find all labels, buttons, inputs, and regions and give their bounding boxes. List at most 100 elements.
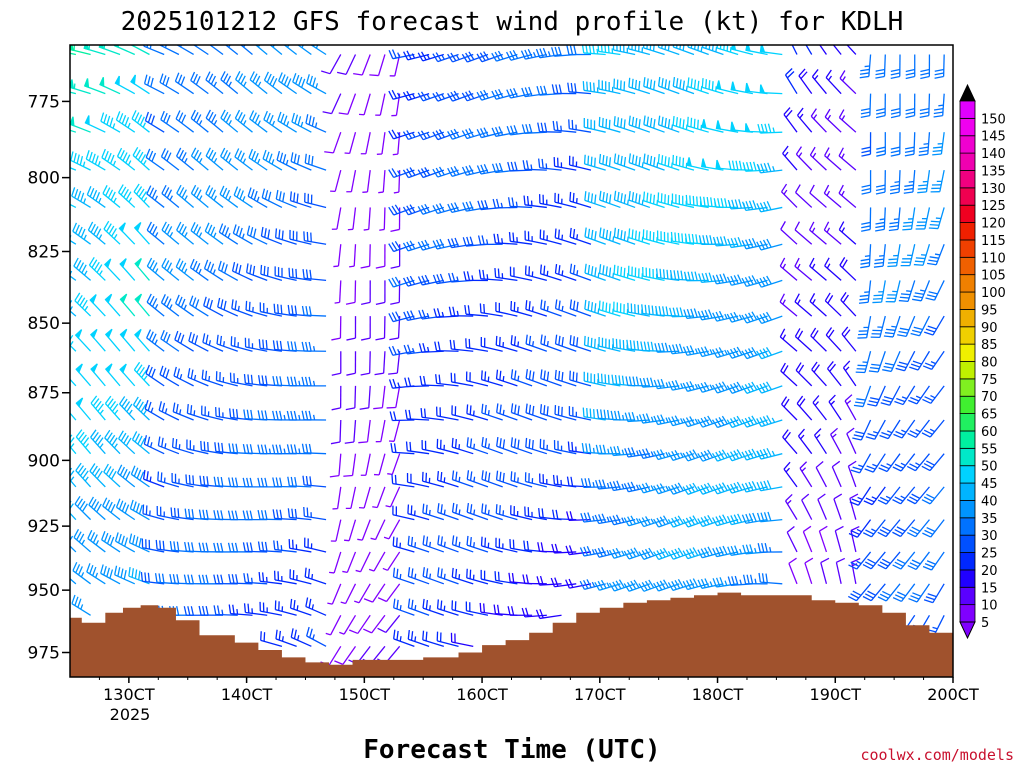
wind-barb <box>246 225 268 245</box>
wind-barb <box>524 472 547 488</box>
wind-barb <box>419 375 444 387</box>
wind-barb <box>539 229 562 245</box>
wind-barb <box>849 486 872 506</box>
wind-barb <box>638 547 665 560</box>
wind-barb <box>104 363 121 387</box>
wind-barb <box>388 129 415 140</box>
wind-barb <box>421 440 444 455</box>
wind-barb <box>478 269 503 282</box>
wind-barb <box>248 148 268 171</box>
wind-barb <box>306 626 327 647</box>
wind-barb <box>70 167 77 171</box>
x-tick-label: 130CT <box>103 685 155 704</box>
wind-barb <box>850 453 872 474</box>
wind-barb <box>432 203 459 215</box>
wind-barb <box>369 54 386 77</box>
wind-barb <box>711 482 739 495</box>
wind-barb <box>838 109 857 133</box>
wind-barb <box>495 369 518 387</box>
wind-barb <box>422 598 445 616</box>
wind-barb <box>897 315 916 338</box>
wind-barb <box>175 147 195 171</box>
wind-barb <box>70 129 77 133</box>
wind-barb <box>451 405 474 421</box>
wind-barb <box>346 316 357 341</box>
y-tick-label: 925 <box>28 517 60 537</box>
wind-barb <box>905 54 916 80</box>
wind-barb <box>353 54 371 76</box>
wind-barb <box>598 153 621 171</box>
wind-barb <box>855 351 872 374</box>
wind-barb <box>795 362 813 387</box>
wind-barb <box>242 542 268 553</box>
wind-barb <box>540 299 562 317</box>
wind-barb <box>375 244 386 269</box>
wind-barb <box>782 145 798 171</box>
wind-barb <box>906 453 930 472</box>
wind-barb <box>539 473 562 488</box>
x-tick-label: 140CT <box>221 685 273 704</box>
wind-barb <box>461 90 489 102</box>
wind-barb <box>583 118 606 133</box>
y-tick-label: 825 <box>28 242 60 262</box>
wind-barb <box>103 220 121 245</box>
wind-barb <box>613 190 636 209</box>
wind-barb <box>554 334 577 352</box>
wind-barb <box>594 513 621 525</box>
wind-barb <box>392 567 415 585</box>
wind-barb <box>70 300 77 317</box>
wind-barb <box>580 512 606 523</box>
colorbar-swatch <box>959 117 976 137</box>
wind-barb <box>363 614 386 634</box>
wind-barb <box>922 551 945 571</box>
wind-barb <box>672 45 695 56</box>
wind-barb <box>175 258 195 281</box>
wind-barb <box>480 370 503 387</box>
wind-barb <box>100 112 121 133</box>
wind-barb <box>233 186 253 208</box>
wind-barb <box>682 578 709 591</box>
wind-barb <box>907 519 930 538</box>
wind-barb <box>348 614 371 635</box>
wind-barb <box>244 337 268 352</box>
wind-barb <box>860 244 872 269</box>
wind-barb <box>402 275 430 287</box>
wind-barb <box>640 341 665 352</box>
wind-barb <box>301 305 327 317</box>
wind-barb <box>934 54 945 79</box>
wind-barb <box>198 574 224 585</box>
wind-barb <box>524 506 547 521</box>
wind-barb <box>583 154 606 171</box>
wind-barb <box>405 441 430 455</box>
wind-barb <box>75 397 92 421</box>
wind-barb <box>672 154 695 171</box>
wind-barb <box>436 599 459 616</box>
wind-barb <box>726 449 754 462</box>
wind-barb <box>841 326 857 352</box>
wind-barb <box>599 227 621 245</box>
wind-barb <box>464 304 489 317</box>
wind-barb <box>682 449 709 462</box>
wind-barb <box>698 272 724 284</box>
wind-barb <box>344 519 357 542</box>
wind-barb <box>214 442 238 455</box>
wind-barb <box>101 531 121 553</box>
wind-barb <box>272 477 297 488</box>
wind-barb <box>481 470 503 488</box>
wind-barb <box>379 207 386 231</box>
wind-barb <box>334 280 342 304</box>
wind-barb <box>496 403 518 421</box>
wind-barb <box>329 551 342 574</box>
wind-barb <box>643 77 665 95</box>
wind-barb <box>697 578 724 589</box>
wind-barb <box>550 577 577 588</box>
wind-barb <box>84 115 106 133</box>
wind-barb <box>495 504 518 521</box>
wind-barb <box>333 244 342 268</box>
wind-barb <box>712 236 739 247</box>
colorbar-label: 135 <box>981 164 1006 179</box>
wind-barb <box>130 74 150 95</box>
wind-barb <box>525 334 548 352</box>
colorbar-swatch <box>959 378 976 397</box>
wind-barb <box>466 535 489 553</box>
